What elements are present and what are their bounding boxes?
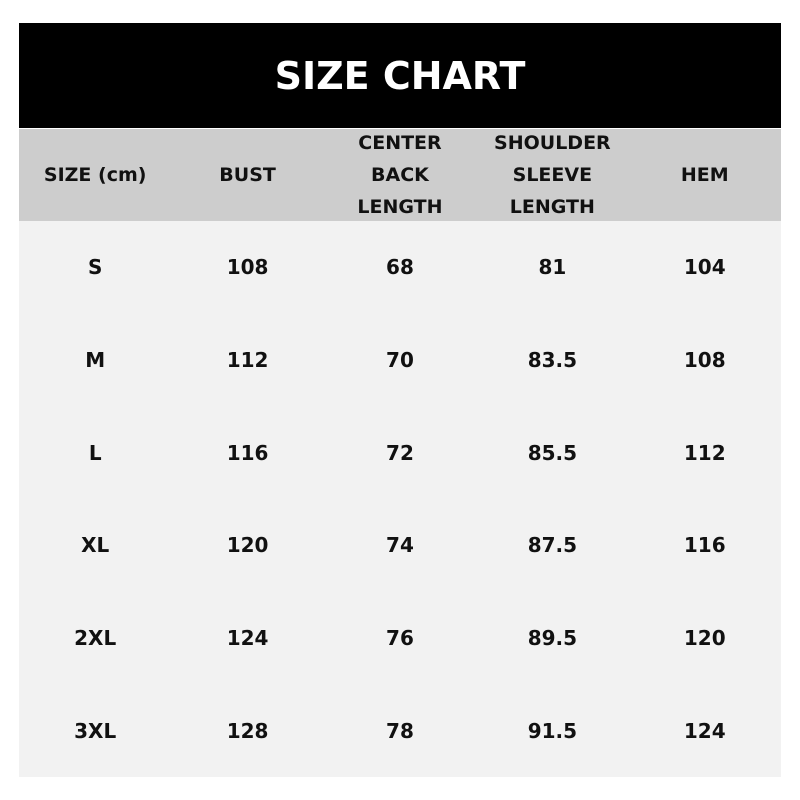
table-cell: 91.5 — [527, 718, 578, 743]
table-cell: M — [85, 347, 106, 372]
table-cell: 116 — [226, 440, 269, 465]
table-row: XL 120 74 87.5 116 — [19, 499, 781, 592]
size-chart-title: SIZE CHART — [19, 23, 781, 128]
table-row: 2XL 124 76 89.5 120 — [19, 592, 781, 685]
table-cell: 2XL — [74, 625, 117, 650]
table-cell: 108 — [683, 347, 726, 372]
table-cell: 124 — [226, 625, 269, 650]
table-cell: 83.5 — [527, 347, 578, 372]
table-cell: 108 — [226, 255, 269, 280]
table-cell: 3XL — [74, 718, 117, 743]
table-cell: 78 — [386, 718, 414, 743]
table-cell: 85.5 — [527, 440, 578, 465]
table-cell: 120 — [683, 625, 726, 650]
table-cell: 124 — [683, 718, 726, 743]
table-cell: 70 — [386, 347, 414, 372]
table-cell: 72 — [386, 440, 414, 465]
column-header: CENTER BACK LENGTH — [357, 132, 443, 218]
column-header: HEM — [680, 164, 729, 186]
table-cell: S — [87, 255, 103, 280]
table-cell: 112 — [226, 347, 269, 372]
table-row: S 108 68 81 104 — [19, 221, 781, 314]
table-cell: 89.5 — [527, 625, 578, 650]
table-cell: XL — [81, 533, 110, 558]
table-cell: 128 — [226, 718, 269, 743]
table-cell: 74 — [386, 533, 414, 558]
table-cell: 120 — [226, 533, 269, 558]
table-cell: 68 — [386, 255, 414, 280]
column-header: SIZE (cm) — [43, 164, 147, 186]
table-cell: 87.5 — [527, 533, 578, 558]
table-row: M 112 70 83.5 108 — [19, 314, 781, 407]
table-row: 3XL 128 78 91.5 124 — [19, 684, 781, 777]
table-row: L 116 72 85.5 112 — [19, 406, 781, 499]
table-cell: 104 — [683, 255, 726, 280]
table-cell: 76 — [386, 625, 414, 650]
column-header: SHOULDER SLEEVE LENGTH — [494, 132, 611, 218]
table-cell: 116 — [683, 533, 726, 558]
table-body: S 108 68 81 104 M 112 70 83.5 108 L 116 72 85.5 112 XL 1… — [19, 221, 781, 777]
column-header: BUST — [219, 164, 276, 186]
table-header-row: SIZE (cm) BUST CENTER BACK LENGTH SHOULDER … — [19, 129, 781, 221]
table-cell: 81 — [538, 255, 567, 280]
table-cell: L — [88, 440, 102, 465]
table-cell: 112 — [683, 440, 726, 465]
